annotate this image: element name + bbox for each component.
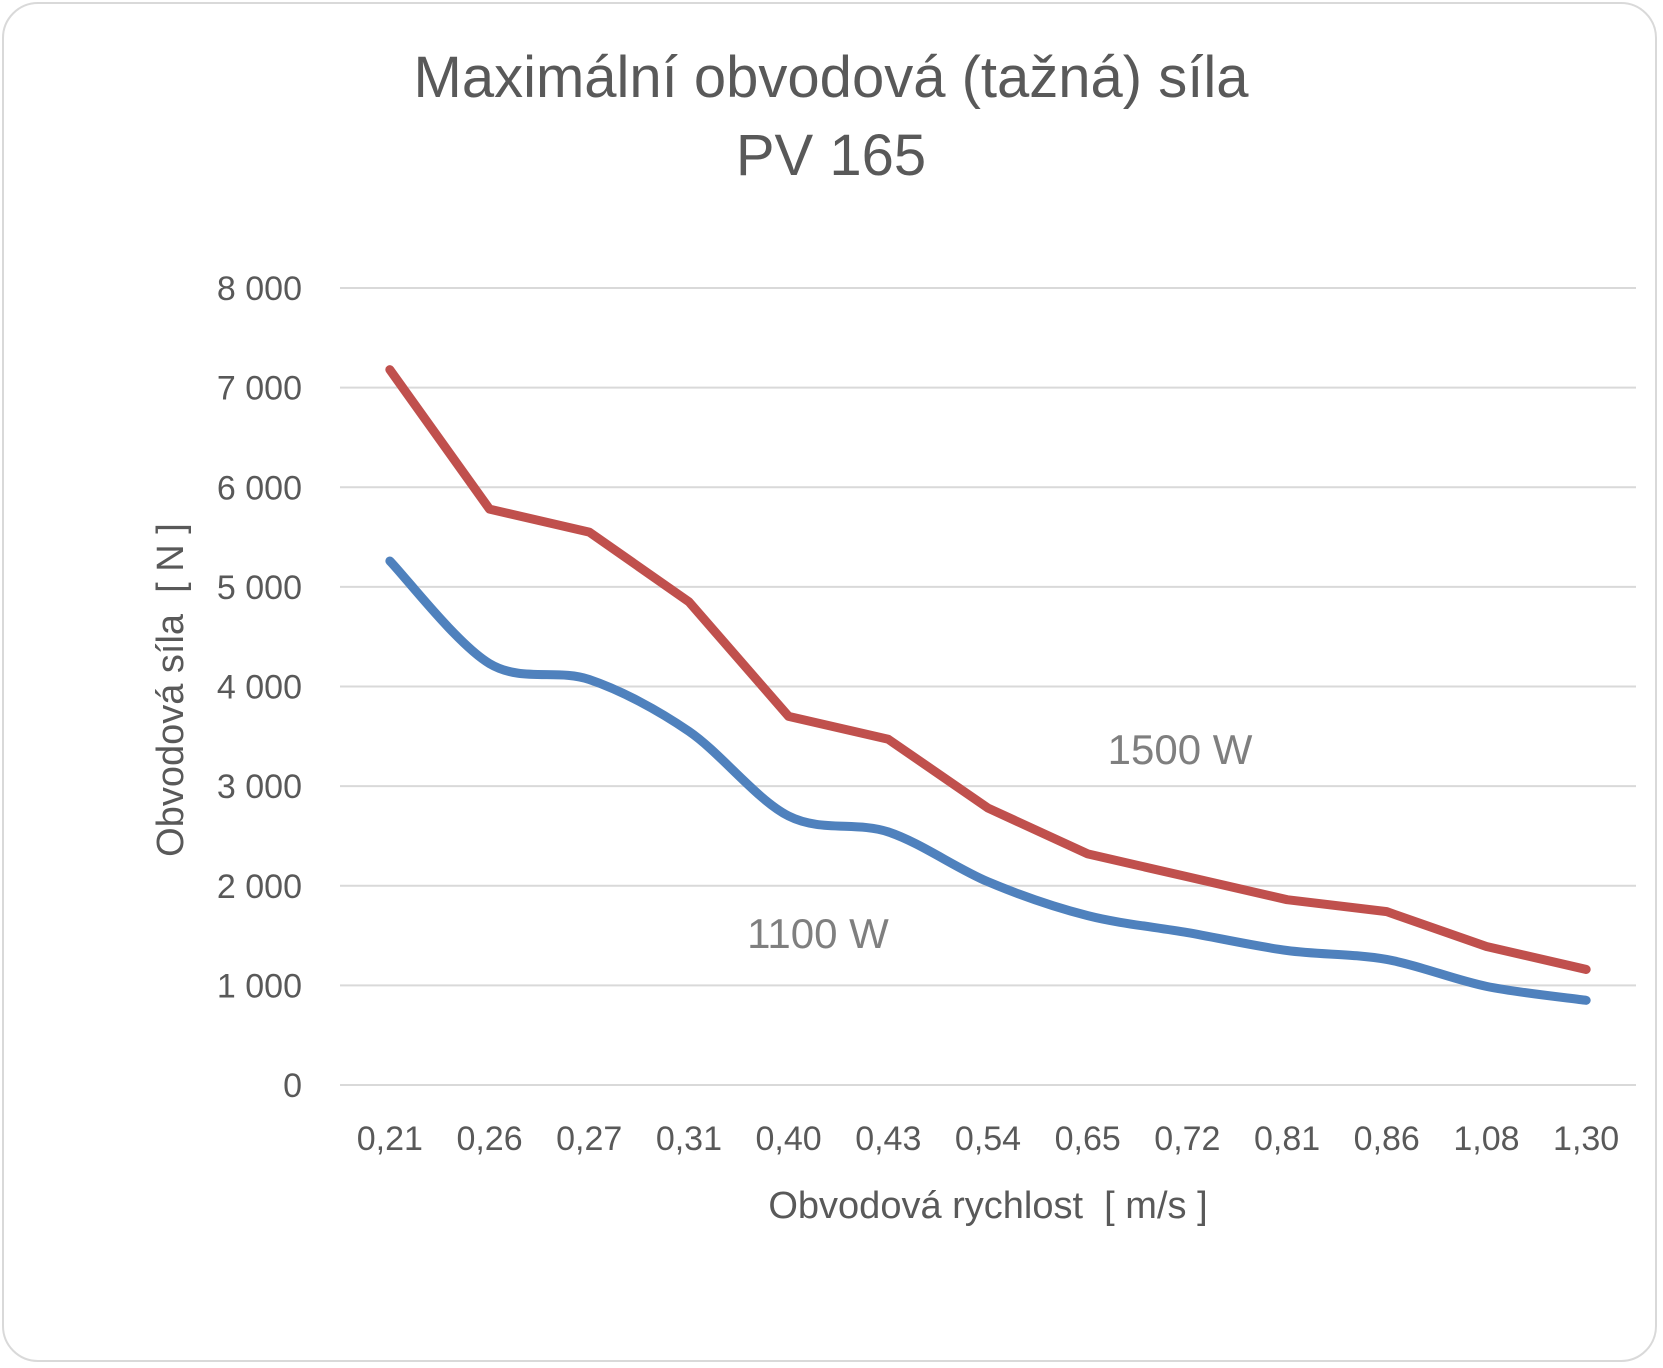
x-tick-label: 0,81 xyxy=(1254,1120,1320,1158)
y-tick-label: 0 xyxy=(283,1067,302,1105)
x-tick-label: 0,27 xyxy=(556,1120,622,1158)
x-tick-label: 0,43 xyxy=(855,1120,921,1158)
x-tick-label: 0,72 xyxy=(1154,1120,1220,1158)
series-line-1 xyxy=(385,365,1591,974)
x-tick-label: 1,08 xyxy=(1453,1120,1519,1158)
y-tick-label: 3 000 xyxy=(217,768,302,806)
x-tick-label: 1,30 xyxy=(1553,1120,1619,1158)
series-label: 1100 W xyxy=(747,910,889,957)
x-tick-label: 0,31 xyxy=(656,1120,722,1158)
chart-title-line-1: Maximální obvodová (tažná) síla xyxy=(414,45,1250,110)
series-lines xyxy=(385,365,1591,1005)
series-labels: 1500 W 1100 W xyxy=(747,726,1253,957)
series-label: 1500 W xyxy=(1108,726,1253,773)
y-tick-label: 1 000 xyxy=(217,967,302,1005)
series-line-2 xyxy=(385,556,1591,1005)
y-axis-title: Obvodová síla [ N ] xyxy=(150,523,192,857)
y-tick-label: 4 000 xyxy=(217,669,302,707)
x-tick-label: 0,54 xyxy=(955,1120,1021,1158)
x-axis-ticks: 0,21 0,26 0,27 0,31 0,40 0,43 0,54 0,65 0,72 0,81… xyxy=(357,1120,1619,1158)
gridlines xyxy=(340,287,1636,1086)
x-tick-label: 0,65 xyxy=(1055,1120,1121,1158)
x-tick-label: 0,26 xyxy=(456,1120,522,1158)
y-tick-label: 6 000 xyxy=(217,469,302,507)
chart-title-line-2: PV 165 xyxy=(736,123,926,188)
x-axis-title: Obvodová rychlost [ m/s ] xyxy=(768,1185,1207,1227)
y-tick-label: 2 000 xyxy=(217,868,302,906)
x-tick-label: 0,21 xyxy=(357,1120,423,1158)
x-tick-label: 0,40 xyxy=(756,1120,822,1158)
y-tick-label: 7 000 xyxy=(217,370,302,408)
y-tick-label: 8 000 xyxy=(217,270,302,308)
y-axis-ticks: 0 1 000 2 000 3 000 4 000 5 000 6 000 7 000 8 00… xyxy=(217,270,302,1105)
y-tick-label: 5 000 xyxy=(217,569,302,607)
x-tick-label: 0,86 xyxy=(1354,1120,1420,1158)
